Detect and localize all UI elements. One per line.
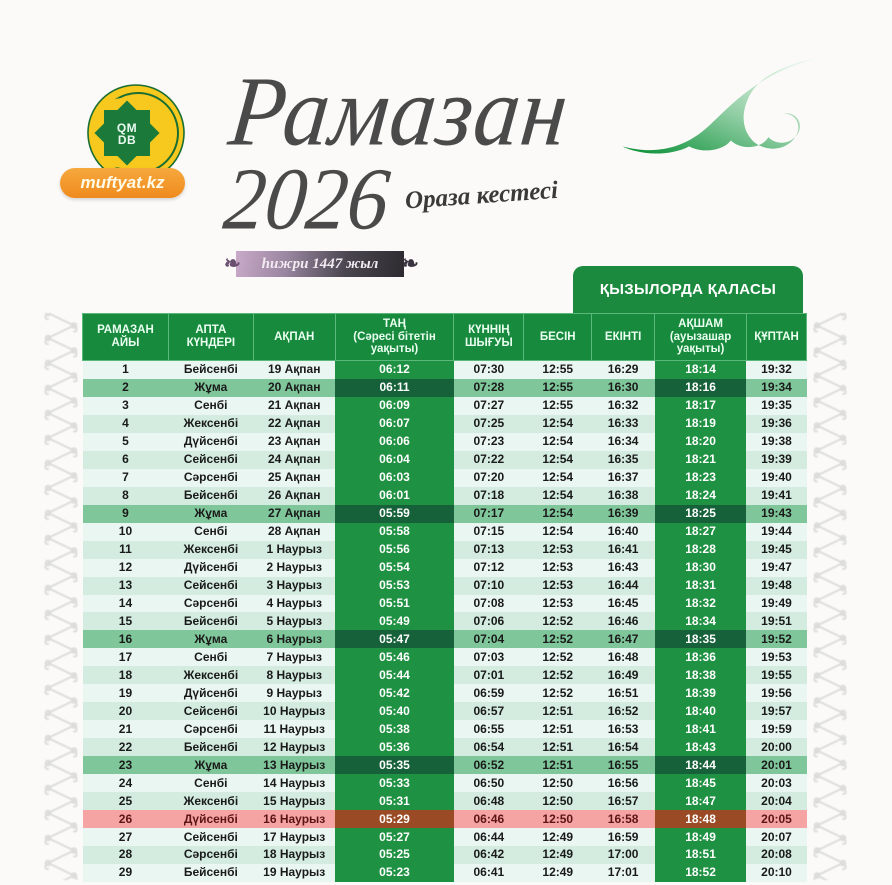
svg-text:DB: DB bbox=[118, 133, 136, 147]
